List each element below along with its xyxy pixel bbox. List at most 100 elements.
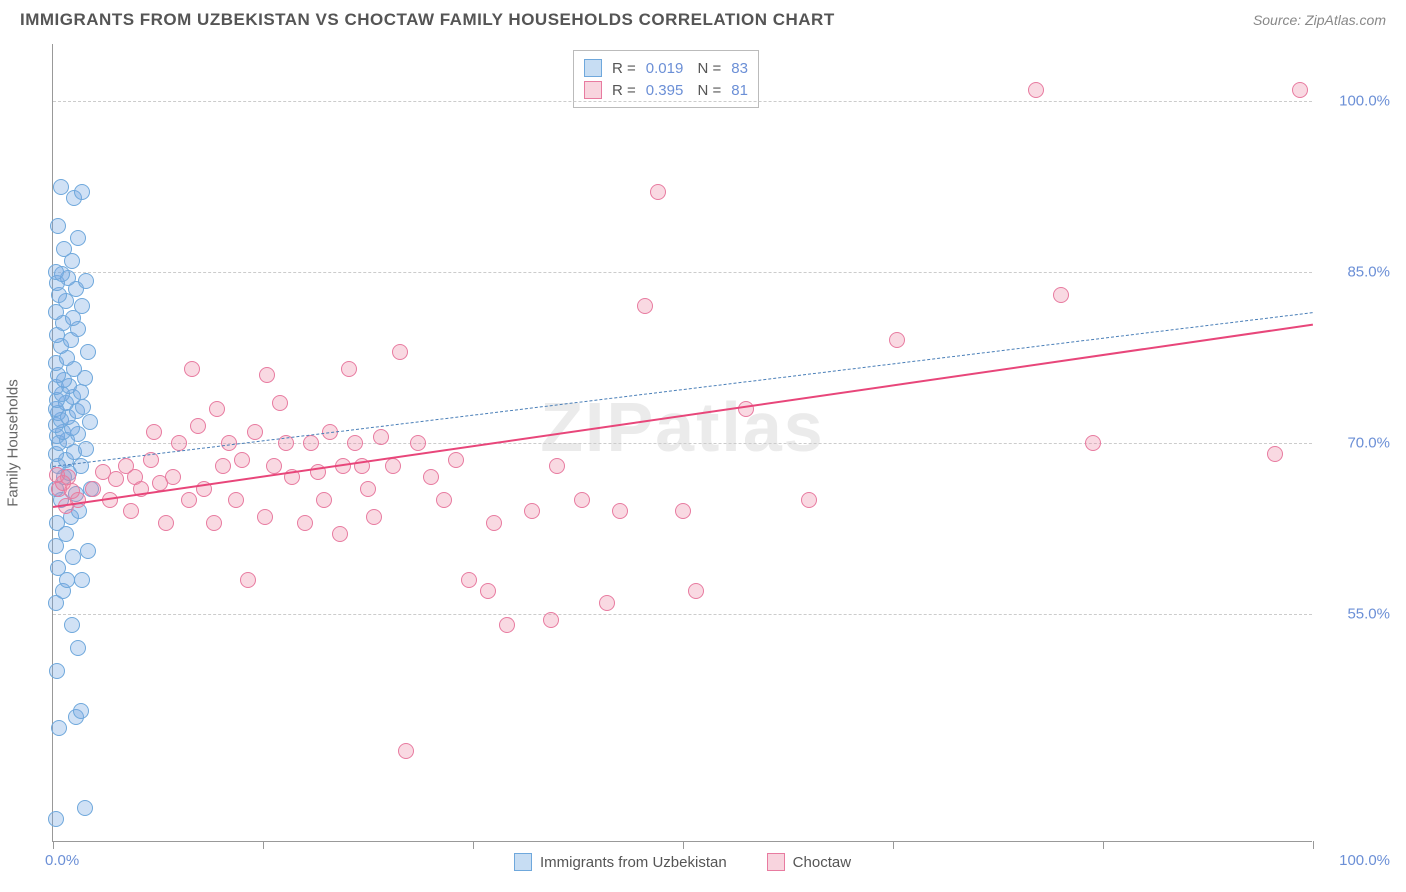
data-point — [53, 179, 69, 195]
data-point — [228, 492, 244, 508]
chart-container: ZIPatlas Family Households 0.0% 100.0% R… — [52, 44, 1392, 842]
data-point — [51, 720, 67, 736]
data-point — [303, 435, 319, 451]
data-point — [74, 572, 90, 588]
legend-swatch-a — [514, 853, 532, 871]
data-point — [77, 800, 93, 816]
data-point — [158, 515, 174, 531]
data-point — [347, 435, 363, 451]
legend-swatch-b — [767, 853, 785, 871]
n-label-a: N = — [693, 60, 721, 77]
data-point — [70, 230, 86, 246]
data-point — [49, 467, 65, 483]
swatch-a — [584, 59, 602, 77]
data-point — [410, 435, 426, 451]
x-tick — [893, 841, 894, 849]
data-point — [480, 583, 496, 599]
legend-label-a: Immigrants from Uzbekistan — [540, 854, 727, 871]
r-value-a: 0.019 — [646, 60, 684, 77]
n-value-b: 81 — [731, 82, 748, 99]
data-point — [650, 184, 666, 200]
stats-row-a: R = 0.019 N = 83 — [584, 57, 748, 79]
legend-label-b: Choctaw — [793, 854, 851, 871]
data-point — [165, 469, 181, 485]
data-point — [64, 617, 80, 633]
x-tick — [1103, 841, 1104, 849]
x-tick — [53, 841, 54, 849]
data-point — [65, 549, 81, 565]
data-point — [184, 361, 200, 377]
data-point — [889, 332, 905, 348]
data-point — [543, 612, 559, 628]
data-point — [1267, 446, 1283, 462]
x-tick — [263, 841, 264, 849]
data-point — [108, 471, 124, 487]
data-point — [272, 395, 288, 411]
legend-item-a: Immigrants from Uzbekistan — [514, 853, 727, 871]
x-axis-max-label: 100.0% — [1339, 852, 1390, 869]
data-point — [215, 458, 231, 474]
data-point — [259, 367, 275, 383]
data-point — [637, 298, 653, 314]
data-point — [181, 492, 197, 508]
data-point — [599, 595, 615, 611]
data-point — [247, 424, 263, 440]
data-point — [524, 503, 540, 519]
data-point — [398, 743, 414, 759]
data-point — [48, 264, 64, 280]
data-point — [80, 344, 96, 360]
data-point — [360, 481, 376, 497]
data-point — [499, 617, 515, 633]
x-tick — [683, 841, 684, 849]
data-point — [341, 361, 357, 377]
trend-line — [53, 323, 1313, 507]
source-label: Source: — [1253, 12, 1305, 28]
data-point — [171, 435, 187, 451]
data-point — [549, 458, 565, 474]
data-point — [1053, 287, 1069, 303]
data-point — [50, 560, 66, 576]
data-point — [78, 273, 94, 289]
data-point — [190, 418, 206, 434]
data-point — [240, 572, 256, 588]
r-label-a: R = — [612, 60, 636, 77]
chart-title: IMMIGRANTS FROM UZBEKISTAN VS CHOCTAW FA… — [20, 10, 835, 30]
data-point — [146, 424, 162, 440]
y-tick-label: 70.0% — [1320, 435, 1390, 452]
data-point — [366, 509, 382, 525]
data-point — [1085, 435, 1101, 451]
data-point — [209, 401, 225, 417]
data-point — [85, 481, 101, 497]
data-point — [423, 469, 439, 485]
data-point — [688, 583, 704, 599]
plot-area: ZIPatlas Family Households 0.0% 100.0% R… — [52, 44, 1312, 842]
data-point — [48, 811, 64, 827]
data-point — [49, 663, 65, 679]
data-point — [73, 458, 89, 474]
correlation-stats-box: R = 0.019 N = 83 R = 0.395 N = 81 — [573, 50, 759, 108]
data-point — [82, 414, 98, 430]
source-citation: Source: ZipAtlas.com — [1253, 12, 1386, 28]
x-tick — [1313, 841, 1314, 849]
x-tick — [473, 841, 474, 849]
data-point — [234, 452, 250, 468]
y-tick-label: 85.0% — [1320, 264, 1390, 281]
data-point — [78, 441, 94, 457]
y-tick-label: 55.0% — [1320, 606, 1390, 623]
swatch-b — [584, 81, 602, 99]
data-point — [74, 184, 90, 200]
data-point — [738, 401, 754, 417]
data-point — [385, 458, 401, 474]
data-point — [392, 344, 408, 360]
y-tick-label: 100.0% — [1320, 93, 1390, 110]
data-point — [56, 241, 72, 257]
source-value: ZipAtlas.com — [1305, 12, 1386, 28]
n-label-b: N = — [693, 82, 721, 99]
data-point — [373, 429, 389, 445]
gridline — [53, 614, 1312, 615]
data-point — [1292, 82, 1308, 98]
data-point — [801, 492, 817, 508]
data-point — [332, 526, 348, 542]
data-point — [486, 515, 502, 531]
data-point — [436, 492, 452, 508]
